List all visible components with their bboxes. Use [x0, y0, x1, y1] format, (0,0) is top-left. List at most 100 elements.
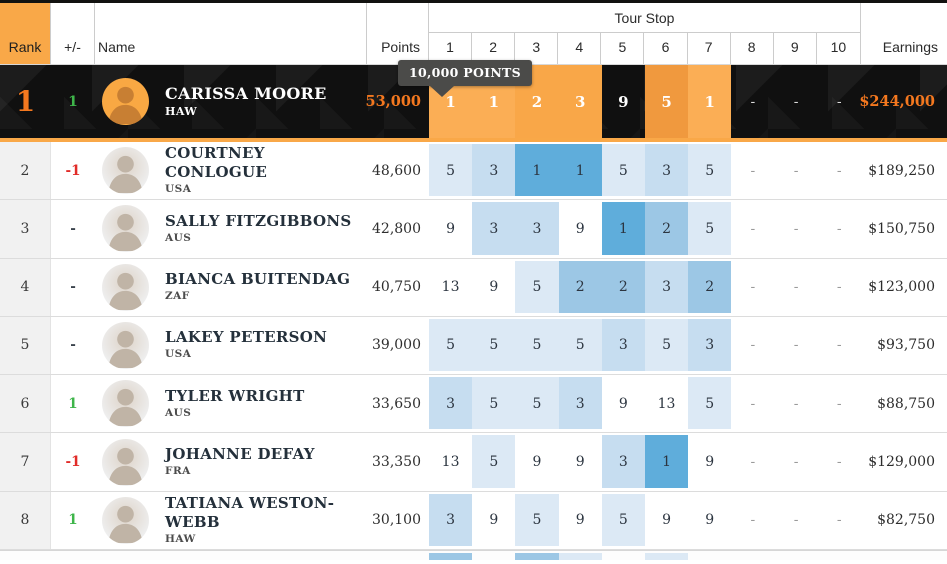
tour-stop-result[interactable]: -: [775, 317, 818, 374]
tour-stop-result[interactable]: 1: [644, 433, 689, 490]
header-tour-stop-3[interactable]: 3: [515, 33, 559, 64]
tour-stop-result[interactable]: 2: [558, 259, 602, 316]
tour-stop-result[interactable]: -: [731, 259, 774, 316]
tour-stop-result[interactable]: -: [818, 200, 861, 257]
header-tour-stop-4[interactable]: 4: [558, 33, 602, 64]
tour-stop-result[interactable]: 9: [515, 433, 558, 490]
tour-stop-result[interactable]: 9: [559, 200, 602, 257]
tour-stop-result[interactable]: 3: [429, 492, 473, 549]
athlete-row[interactable]: 8 1 TATIANA WESTON-WEBB HAW 30,100 3 9 5 9 5 9 9 - - -…: [0, 491, 947, 550]
tour-stop-result[interactable]: -: [775, 492, 818, 549]
tour-stop-result[interactable]: 5: [688, 375, 732, 432]
tour-stop-result[interactable]: 3: [429, 375, 473, 432]
tour-stop-result[interactable]: 3: [688, 317, 732, 374]
tour-stop-result[interactable]: 1: [515, 142, 559, 199]
tour-stop-result[interactable]: 5: [472, 375, 516, 432]
tour-stop-result[interactable]: -: [818, 433, 861, 490]
tour-stop-result[interactable]: -: [818, 259, 861, 316]
tour-stop-result[interactable]: -: [818, 142, 861, 199]
result-value: 9: [446, 220, 456, 237]
header-tour-stop-1[interactable]: 1: [429, 33, 473, 64]
tour-stop-result[interactable]: -: [775, 433, 818, 490]
header-tour-stop-8[interactable]: 8: [731, 33, 774, 64]
header-tour-stop-5[interactable]: 5: [601, 33, 645, 64]
athlete-row[interactable]: 1 1 CARISSA MOORE HAW 53,000 1 1 2 3 9 5 1- - - $244,0…: [0, 65, 947, 142]
tour-stop-result[interactable]: -: [775, 142, 818, 199]
tour-stop-result[interactable]: 5: [601, 142, 645, 199]
athlete-row[interactable]: 6 1 TYLER WRIGHT AUS 33,650 3 5 5 3 9 13 5 - - - $88,75…: [0, 375, 947, 434]
tour-stop-result[interactable]: -: [731, 142, 774, 199]
tour-stop-result[interactable]: -: [731, 317, 774, 374]
tour-stop-result[interactable]: -: [775, 200, 818, 257]
tour-stop-result[interactable]: 9: [559, 492, 602, 549]
tour-stop-result[interactable]: 3: [601, 317, 645, 374]
tour-stop-result[interactable]: 5: [688, 142, 732, 199]
tour-stop-result[interactable]: -: [818, 375, 861, 432]
tour-stop-result[interactable]: 1: [601, 200, 645, 257]
athlete-row[interactable]: 7 -1 JOHANNE DEFAY FRA 33,350 13 5 9 9 3 1 9 - - - $129…: [0, 433, 947, 492]
result-dash: -: [793, 395, 799, 412]
tour-stop-result[interactable]: 9: [472, 492, 515, 549]
header-tour-stop-6[interactable]: 6: [644, 33, 688, 64]
tour-stop-result[interactable]: 5: [429, 317, 473, 374]
athlete-row[interactable]: 2 -1 COURTNEY CONLOGUE USA 48,600 5 3 1 1 5 3 5 - - - $…: [0, 142, 947, 201]
tour-stop-result[interactable]: 9: [645, 492, 688, 549]
result-value: 13: [657, 395, 676, 412]
tour-stop-result[interactable]: -: [731, 492, 774, 549]
tour-stop-result[interactable]: 3: [515, 200, 559, 257]
tour-stop-result[interactable]: 2: [601, 259, 645, 316]
header-tour-stop-2[interactable]: 2: [472, 33, 516, 64]
tour-stop-result[interactable]: 5: [644, 317, 689, 374]
tour-stop-result[interactable]: 13: [645, 375, 688, 432]
tour-stop-result[interactable]: 5: [515, 317, 559, 374]
tour-stop-result[interactable]: 9: [688, 492, 731, 549]
tour-stop-result[interactable]: 9: [472, 259, 515, 316]
tour-stop-result[interactable]: 13: [429, 259, 472, 316]
tour-stop-result[interactable]: 9: [602, 375, 645, 432]
tour-stop-result[interactable]: 1: [688, 65, 732, 138]
tour-stop-result[interactable]: 3: [644, 142, 689, 199]
athlete-row[interactable]: 5 - LAKEY PETERSON USA 39,000 5 5 5 5 3 5 3 - - - $93,7…: [0, 316, 947, 376]
tour-stop-result[interactable]: 1: [558, 142, 602, 199]
tour-stop-result[interactable]: 13: [429, 433, 472, 490]
tour-stop-result[interactable]: 5: [515, 259, 559, 316]
result-value: 3: [705, 337, 715, 354]
tour-stop-result[interactable]: -: [731, 65, 774, 138]
tour-stop-result[interactable]: 5: [472, 433, 516, 490]
tour-stop-result[interactable]: 5: [515, 375, 559, 432]
header-tour-stop-10[interactable]: 10: [830, 39, 847, 55]
tour-stop-result[interactable]: 2: [644, 200, 689, 257]
tour-stop-result[interactable]: 9: [688, 433, 731, 490]
tour-stop-result[interactable]: 3: [472, 200, 516, 257]
tour-stop-result[interactable]: 3: [558, 375, 602, 432]
tour-stop-result[interactable]: 9: [429, 200, 472, 257]
tour-stop-result[interactable]: 3: [472, 142, 516, 199]
tour-stop-result[interactable]: 2: [688, 259, 732, 316]
tour-stop-result[interactable]: -: [775, 375, 818, 432]
tour-stop-result[interactable]: 5: [429, 142, 473, 199]
athlete-row[interactable]: 4 - BIANCA BUITENDAG ZAF 40,750 13 9 5 2 2 3 2 - - - $1…: [0, 258, 947, 317]
earnings-value: $244,000: [859, 93, 935, 110]
tour-stop-result[interactable]: 5: [644, 65, 689, 138]
tour-stop-result[interactable]: 5: [515, 492, 559, 549]
tour-stop-result[interactable]: -: [775, 65, 818, 138]
tour-stop-result[interactable]: -: [731, 200, 774, 257]
tour-stop-result[interactable]: 5: [558, 317, 602, 374]
tour-stop-result[interactable]: -: [818, 65, 861, 138]
athlete-row[interactable]: 3 - SALLY FITZGIBBONS AUS 42,800 9 3 3 9 1 2 5 - - - $1…: [0, 200, 947, 259]
tour-stop-result[interactable]: -: [775, 259, 818, 316]
tour-stop-result[interactable]: 9: [559, 433, 602, 490]
header-tour-stop-7[interactable]: 7: [688, 33, 731, 64]
tour-stop-result[interactable]: -: [731, 433, 774, 490]
tour-stop-result[interactable]: 3: [558, 65, 602, 138]
tour-stop-result[interactable]: 5: [601, 492, 645, 549]
tour-stop-result[interactable]: -: [818, 492, 861, 549]
tour-stop-result[interactable]: 5: [472, 317, 516, 374]
tour-stop-result[interactable]: 5: [688, 200, 732, 257]
header-tour-stop-9[interactable]: 9: [774, 33, 817, 64]
tour-stop-result[interactable]: -: [818, 317, 861, 374]
tour-stop-result[interactable]: 3: [644, 259, 689, 316]
tour-stop-result[interactable]: -: [731, 375, 774, 432]
tour-stop-result[interactable]: 9: [602, 65, 645, 138]
tour-stop-result[interactable]: 3: [601, 433, 645, 490]
